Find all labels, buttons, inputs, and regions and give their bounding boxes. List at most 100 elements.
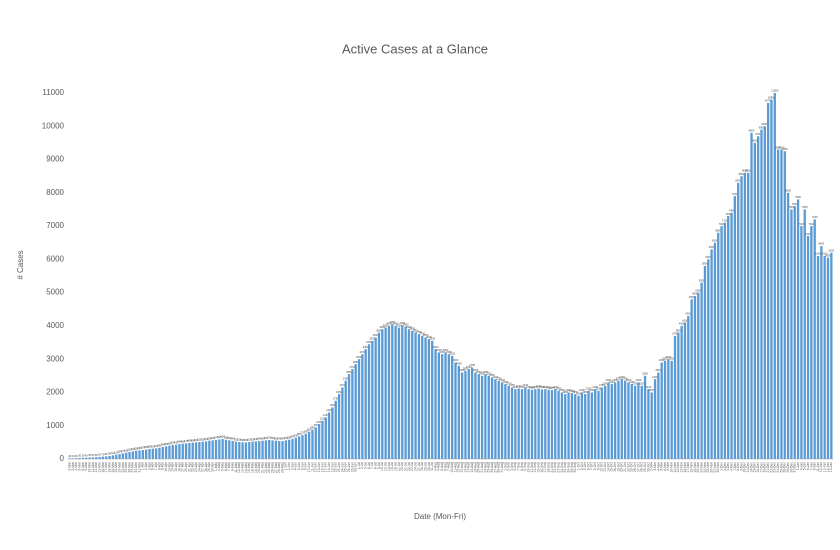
bar <box>637 382 640 459</box>
value-label: 2070 <box>549 386 555 390</box>
x-tick-label: 7-Apr <box>154 461 158 470</box>
x-tick-label: 15-Oct <box>610 462 614 472</box>
value-label: 1050 <box>316 420 322 424</box>
x-tick-label: 19-May <box>254 462 258 473</box>
bar <box>484 374 487 459</box>
value-label: 7800 <box>795 195 801 199</box>
value-label: 3550 <box>429 337 435 341</box>
x-tick-label: 12-Jun <box>314 462 318 472</box>
value-label: 8300 <box>735 179 741 183</box>
value-label: 2150 <box>340 383 346 387</box>
bar <box>820 246 823 459</box>
bar <box>564 394 567 459</box>
bar <box>594 389 597 459</box>
bar <box>304 433 307 459</box>
value-label: 2000 <box>649 388 655 392</box>
value-label: 8600 <box>745 169 751 173</box>
bar <box>810 226 813 459</box>
x-tick-label: 20-May <box>257 462 261 473</box>
bar <box>307 431 311 459</box>
value-label: 35 <box>82 454 85 458</box>
value-label: 4900 <box>692 292 698 296</box>
x-tick-label: 18-Nov <box>690 462 694 473</box>
bar <box>434 349 437 459</box>
value-label: 6400 <box>818 242 824 246</box>
x-tick-label: 12-Mar <box>94 461 98 472</box>
x-tick-label: 10-Sep <box>527 462 531 473</box>
value-label: 560 <box>270 436 275 440</box>
bar <box>693 295 697 459</box>
bar <box>334 400 337 459</box>
x-tick-label: 19-Aug <box>473 462 477 473</box>
value-label: 45 <box>88 453 91 457</box>
value-label: 880 <box>310 425 315 429</box>
x-tick-label: 27-Nov <box>713 462 717 473</box>
value-label: 2080 <box>546 385 552 389</box>
bar <box>474 372 477 459</box>
bar <box>138 450 141 459</box>
bar <box>211 440 214 459</box>
bar <box>613 382 617 459</box>
value-label: 320 <box>154 444 159 448</box>
value-label: 2750 <box>469 363 475 367</box>
value-label: 2350 <box>496 376 502 380</box>
x-tick-label: 7-Dec <box>733 462 737 471</box>
bar <box>534 389 537 459</box>
value-label: 480 <box>187 439 192 443</box>
value-label: 3450 <box>366 340 372 344</box>
value-label: 25 <box>75 454 78 458</box>
x-tick-label: 10-Aug <box>450 462 454 473</box>
y-tick-label: 11000 <box>42 88 64 97</box>
x-tick-label: 13-Jan <box>823 462 827 472</box>
bar <box>690 299 693 459</box>
value-label: 10800 <box>768 95 776 99</box>
value-label: 820 <box>307 427 312 431</box>
bar <box>537 388 540 459</box>
value-label: 9300 <box>779 145 785 149</box>
bar <box>154 448 158 459</box>
bar <box>454 362 457 459</box>
x-tick-label: 11-Jan <box>816 462 820 472</box>
x-tick-label: 10-Apr <box>164 461 168 472</box>
bar <box>713 242 717 459</box>
x-tick-label: 23-Mar <box>117 461 121 472</box>
x-tick-label: 8-Apr <box>157 461 161 470</box>
bar <box>530 389 534 459</box>
value-label: 2500 <box>479 372 485 376</box>
value-label: 3200 <box>443 348 449 352</box>
x-tick-label: 27-Aug <box>493 462 497 473</box>
bar <box>248 442 251 459</box>
x-tick-label: 11-May <box>234 462 238 473</box>
value-label: 3850 <box>409 327 415 331</box>
x-tick-label: 14-Oct <box>606 462 610 472</box>
x-tick-label: 23-Sep <box>556 462 560 473</box>
x-tick-label: 18-Jun <box>327 462 331 472</box>
value-label: 2350 <box>622 376 628 380</box>
bar <box>623 380 627 459</box>
x-tick-label: 8-Jun <box>300 462 304 470</box>
x-tick-label: 22-Oct <box>626 462 630 472</box>
x-tick-label: 25-Mar <box>124 461 128 472</box>
x-tick-label: 24-Nov <box>703 462 707 473</box>
value-label: 1900 <box>576 391 582 395</box>
x-tick-label: 13-Apr <box>167 461 171 472</box>
bar <box>570 393 574 459</box>
value-label: 5800 <box>702 262 708 266</box>
bar <box>560 392 564 459</box>
value-label: 3150 <box>439 350 445 354</box>
bar <box>407 329 411 459</box>
value-label: 2450 <box>489 373 495 377</box>
x-tick-label: 10-Mar <box>87 461 91 472</box>
bar <box>677 332 680 459</box>
value-label: 6200 <box>828 248 834 252</box>
x-tick-label: 8-Jul <box>374 462 378 469</box>
value-label: 2950 <box>669 357 675 361</box>
x-tick-label: 14-Dec <box>749 462 753 473</box>
x-tick-label: 18-Dec <box>763 462 767 473</box>
value-label: 3900 <box>406 325 412 329</box>
bar <box>444 352 447 459</box>
bar <box>244 442 248 459</box>
bar <box>377 332 381 459</box>
value-label: 7000 <box>808 222 814 226</box>
x-tick-label: 25-Aug <box>487 462 491 473</box>
